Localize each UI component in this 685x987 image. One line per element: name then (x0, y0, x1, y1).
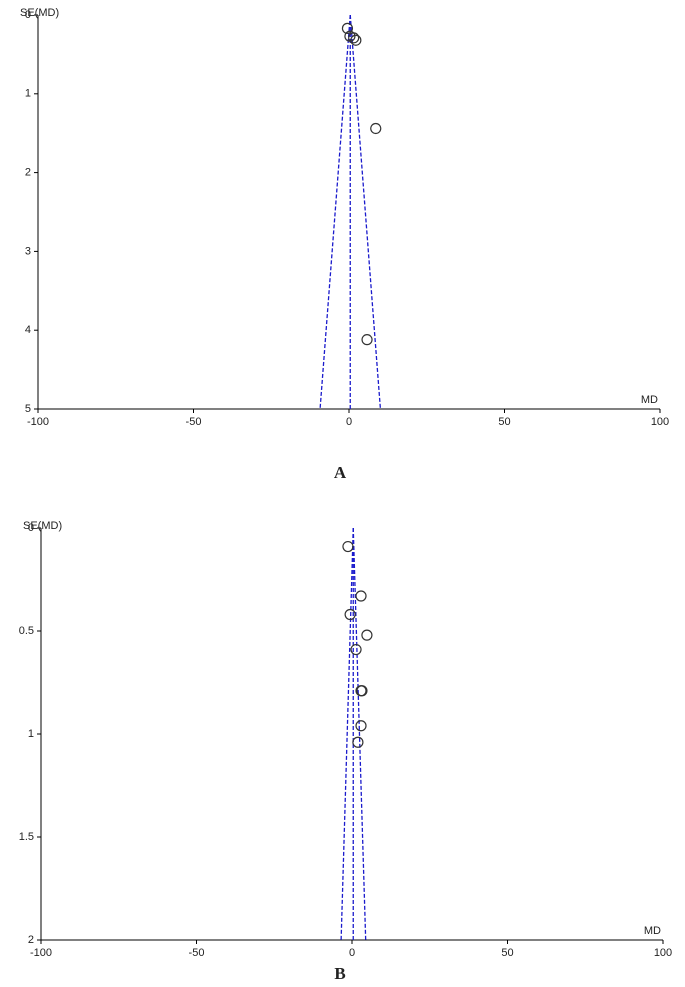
y-axis-label: SE(MD) (20, 7, 59, 19)
x-tick-label: 0 (346, 416, 352, 428)
x-tick-label: 100 (651, 416, 669, 428)
y-tick-label: 0.5 (19, 625, 34, 637)
funnel-lower (340, 527, 354, 941)
study-point (342, 540, 354, 553)
study-point (341, 22, 354, 34)
y-tick-label: 1.5 (19, 831, 34, 843)
x-tick-label: 50 (501, 947, 513, 959)
x-tick-label: -100 (27, 416, 49, 428)
study-point (344, 608, 356, 621)
study-point (348, 32, 360, 44)
y-tick-label: 2 (28, 934, 34, 946)
x-axis-label: MD (644, 925, 661, 937)
study-point (350, 34, 362, 46)
funnel-upper (349, 14, 382, 410)
y-axis-label: SE(MD) (23, 520, 62, 532)
study-point (355, 720, 367, 732)
y-tick-label: 5 (25, 403, 31, 415)
x-tick-label: 0 (349, 947, 355, 959)
y-tick-label: 4 (25, 324, 31, 336)
y-tick-label: 1 (25, 88, 31, 100)
y-tick-label: 2 (25, 167, 31, 179)
study-point (370, 122, 382, 135)
x-tick-label: -100 (30, 947, 52, 959)
funnel-upper (352, 527, 367, 941)
y-tick-label: 3 (25, 245, 31, 257)
panel-label: B (334, 964, 345, 983)
x-tick-label: 50 (498, 416, 510, 428)
study-point (361, 334, 373, 346)
study-point (350, 643, 362, 656)
x-tick-label: -50 (189, 947, 205, 959)
y-tick-label: 0 (25, 9, 31, 21)
y-tick-label: 0 (28, 522, 34, 534)
x-tick-label: 100 (654, 947, 672, 959)
study-point (352, 736, 364, 748)
x-axis-label: MD (641, 394, 658, 406)
study-point (361, 629, 373, 641)
funnel-lower (319, 14, 351, 410)
x-tick-label: -50 (186, 416, 202, 428)
panel-label: A (334, 463, 347, 482)
study-point (356, 685, 368, 697)
study-point (355, 590, 367, 602)
y-tick-label: 1 (28, 728, 34, 740)
